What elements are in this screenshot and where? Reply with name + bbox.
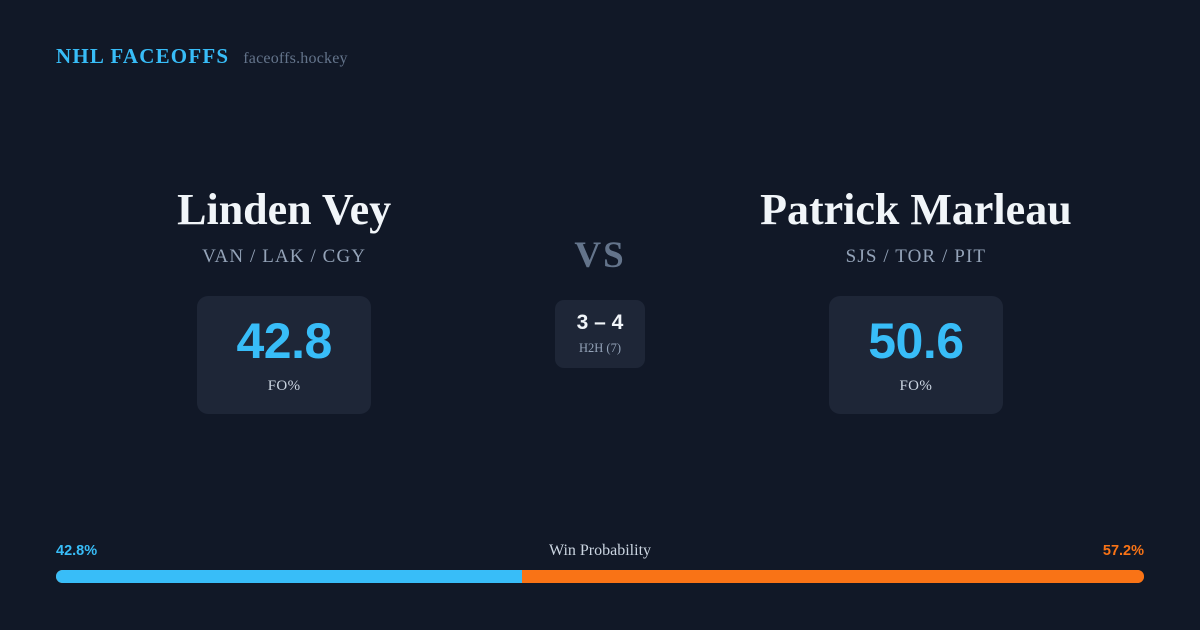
win-probability-left-value: 42.8% [56,543,98,559]
player-teams-right: SJS / TOR / PIT [845,246,987,268]
versus-label: VS [574,235,626,276]
player-name-right: Patrick Marleau [760,185,1072,234]
player-name-left: Linden Vey [177,185,392,234]
faceoff-stat-label-left: FO% [267,377,301,394]
win-probability-bar-right-segment [521,570,1144,583]
win-probability-title: Win Probability [548,542,652,559]
head-to-head-score: 3 – 4 [576,311,624,334]
site-header: NHL FACEOFFS faceoffs.hockey [56,46,348,67]
matchup-section: Linden Vey VAN / LAK / CGY 42.8 FO% VS 3… [56,185,1144,415]
head-to-head-label: H2H (7) [578,341,621,355]
win-probability-bar-left-segment [56,570,522,583]
win-probability-section: 42.8% Win Probability 57.2% [56,541,1144,583]
player-card-left: Linden Vey VAN / LAK / CGY 42.8 FO% [56,185,512,415]
faceoff-stat-label-right: FO% [899,377,933,394]
win-probability-bar [56,570,1144,583]
faceoff-percentage-right: 50.6 [868,312,964,369]
win-probability-right-value: 57.2% [1102,543,1144,559]
versus-column: VS 3 – 4 H2H (7) [512,185,687,368]
brand-logo-text: NHL FACEOFFS [56,44,230,68]
win-probability-labels: 42.8% Win Probability 57.2% [56,541,1144,561]
faceoff-stat-card-left: 42.8 FO% [197,296,372,415]
site-domain-text: faceoffs.hockey [243,50,348,67]
player-card-right: Patrick Marleau SJS / TOR / PIT 50.6 FO% [688,185,1144,415]
faceoff-stat-card-right: 50.6 FO% [828,296,1003,415]
faceoff-percentage-left: 42.8 [236,312,332,369]
head-to-head-card: 3 – 4 H2H (7) [555,300,645,368]
player-teams-left: VAN / LAK / CGY [202,246,367,268]
